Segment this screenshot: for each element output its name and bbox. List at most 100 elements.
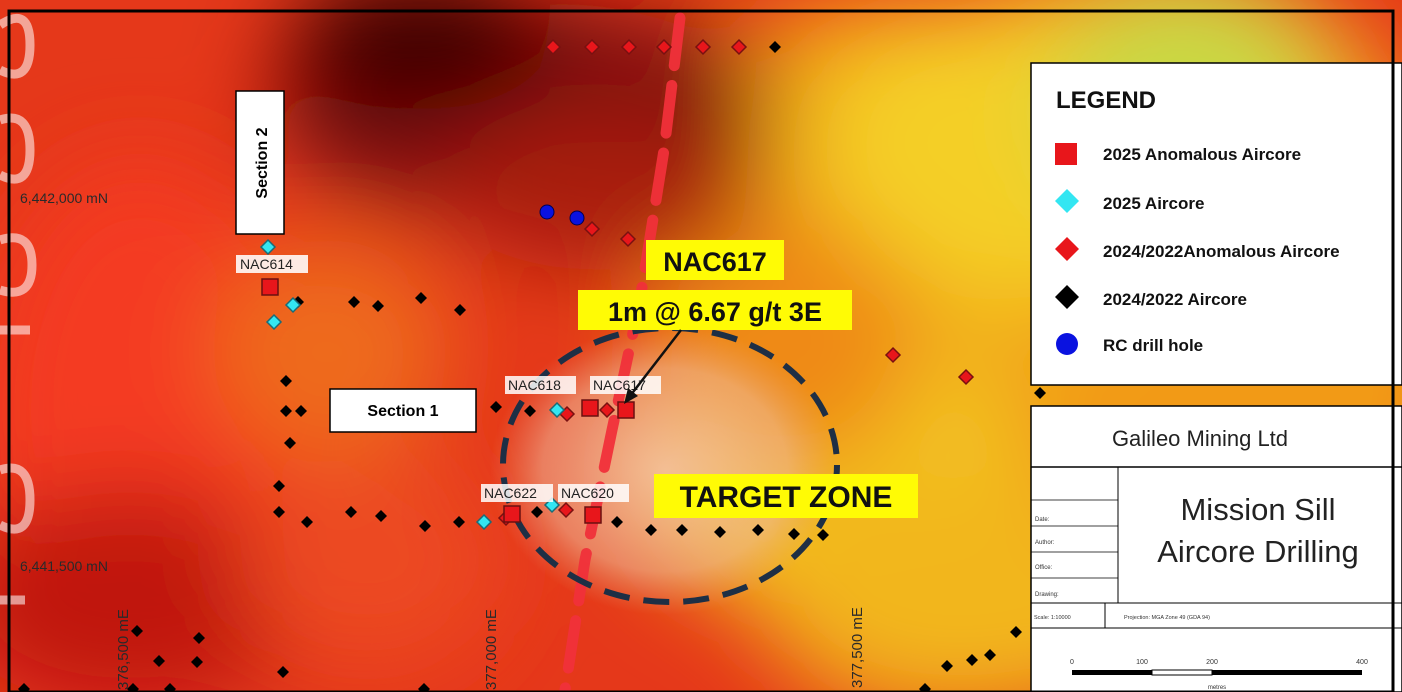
aircore-2024-2022-hole (676, 524, 688, 536)
legend-label: 2025 Anomalous Aircore (1103, 145, 1301, 164)
anomalous-aircore-2024-2022-hole (620, 38, 638, 56)
anomalous-aircore-2024-2022-hole (557, 501, 575, 519)
hole-label-nac620: NAC620 (561, 485, 614, 501)
anomalous-aircore-2024-2022-hole (694, 38, 712, 56)
aircore-2025-hole (284, 296, 302, 314)
aircore-2025-hole (548, 401, 566, 419)
aircore-2024-2022-hole (345, 506, 357, 518)
aircore-2025-hole (259, 238, 277, 256)
hole-label-nac617: NAC617 (593, 377, 646, 393)
aircore-2024-2022-hole (277, 666, 289, 678)
aircore-2024-2022-hole (817, 529, 829, 541)
target-zone-circle (500, 325, 840, 605)
aircore-2024-2022-hole (1010, 626, 1022, 638)
projection-text: Projection: MGA Zone 49 (GDA 94) (1124, 615, 1210, 621)
intercept-callout: NAC617 1m @ 6.67 g/t 3E (578, 240, 852, 404)
map-frame (7, 9, 1395, 692)
easting-label-3: 377,500 mE (849, 607, 866, 688)
northing-label-upper: 6,442,000 mN (20, 190, 108, 206)
callout-result: 1m @ 6.67 g/t 3E (608, 297, 822, 327)
aircore-2024-2022-hole (153, 655, 165, 667)
anomalous-aircore-2024-2022-hole (619, 230, 637, 248)
drill-holes (18, 38, 1046, 692)
scale-text: Scale: 1:10000 (1034, 615, 1071, 621)
legend-label: 2024/2022Anomalous Aircore (1103, 242, 1340, 261)
anomalous-aircore-2025-hole (584, 506, 602, 524)
hole-label-nac622: NAC622 (484, 485, 537, 501)
rc-drill-hole (539, 204, 555, 220)
aircore-2025-hole (265, 313, 283, 331)
anomalous-aircore-2024-2022-hole (957, 368, 975, 386)
legend-item-anomalous-2024-2022: 2024/2022Anomalous Aircore (1055, 237, 1340, 261)
legend-item-anomalous-2025: 2025 Anomalous Aircore (1055, 143, 1301, 165)
aircore-2024-2022-hole (454, 304, 466, 316)
aircore-2025-hole (475, 513, 493, 531)
anomalous-aircore-2024-2022-hole (730, 38, 748, 56)
aircore-2024-2022-hole (273, 480, 285, 492)
target-zone-text: TARGET ZONE (680, 481, 893, 514)
anomalous-aircore-2024-2022-hole (884, 346, 902, 364)
aircore-2024-2022-hole (966, 654, 978, 666)
title-block: Galileo Mining Ltd Date: Author: Office:… (1030, 405, 1402, 692)
anomalous-aircore-2024-2022-hole (583, 38, 601, 56)
aircore-2024-2022-hole (191, 656, 203, 668)
aircore-2024-2022-hole (714, 526, 726, 538)
legend: LEGEND 2025 Anomalous Aircore 2025 Airco… (1030, 62, 1402, 386)
legend-item-aircore-2025: 2025 Aircore (1055, 189, 1204, 213)
anomalous-aircore-2024-2022-hole (583, 220, 601, 238)
aircore-2024-2022-hole (127, 683, 139, 692)
scale-tick-100: 100 (1136, 659, 1148, 666)
aircore-2024-2022-hole (611, 516, 623, 528)
aircore-2024-2022-hole (280, 375, 292, 387)
title-block-field-date: Date: (1035, 517, 1050, 523)
hole-label-nac618: NAC618 (508, 377, 561, 393)
easting-label-2: 377,000 mE (483, 609, 500, 690)
legend-symbol-circle (1056, 333, 1078, 355)
legend-title: LEGEND (1056, 87, 1156, 114)
aircore-2024-2022-hole (348, 296, 360, 308)
aircore-2024-2022-hole (419, 520, 431, 532)
title-block-field-drawing: Drawing: (1035, 592, 1059, 598)
aircore-2024-2022-hole (280, 405, 292, 417)
anomalous-aircore-2025-hole (617, 401, 635, 419)
company-name: Galileo Mining Ltd (1112, 426, 1288, 451)
rc-drill-hole (569, 210, 585, 226)
grid-labels: 6,442,000 mN 6,441,500 mN 376,500 mE 377… (20, 190, 866, 690)
scale-tick-400: 400 (1356, 659, 1368, 666)
title-line-2: Aircore Drilling (1157, 534, 1359, 569)
aircore-2024-2022-hole (284, 437, 296, 449)
aircore-2024-2022-hole (788, 528, 800, 540)
legend-symbol-diamond (1055, 237, 1079, 261)
scale-bar: 0 100 200 400 metres (1070, 659, 1368, 691)
anomalous-aircore-2025-hole (261, 278, 279, 296)
legend-item-aircore-2024-2022: 2024/2022 Aircore (1055, 285, 1247, 309)
aircore-2024-2022-hole (453, 516, 465, 528)
aircore-2024-2022-hole (418, 683, 430, 692)
aircore-2024-2022-hole (524, 405, 536, 417)
section-1-label: Section 1 (329, 388, 477, 433)
aircore-2024-2022-hole (984, 649, 996, 661)
legend-label: RC drill hole (1103, 336, 1203, 355)
anomalous-aircore-2025-hole (503, 505, 521, 523)
aircore-2024-2022-hole (18, 683, 30, 692)
aircore-2024-2022-hole (273, 506, 285, 518)
anomalous-aircore-2024-2022-hole (598, 401, 616, 419)
aircore-2024-2022-hole (1034, 387, 1046, 399)
section-2-text: Section 2 (254, 127, 271, 198)
hole-label-nac614: NAC614 (240, 256, 293, 272)
aircore-2024-2022-hole (752, 524, 764, 536)
aircore-2024-2022-hole (769, 41, 781, 53)
title-block-field-office: Office: (1035, 565, 1053, 571)
section-1-text: Section 1 (367, 403, 438, 420)
legend-symbol-square (1055, 143, 1077, 165)
aircore-2024-2022-hole (301, 516, 313, 528)
aircore-2024-2022-hole (295, 405, 307, 417)
title-block-field-author: Author: (1035, 540, 1055, 546)
title-line-1: Mission Sill (1180, 492, 1335, 527)
aircore-2024-2022-hole (531, 506, 543, 518)
anomalous-aircore-2024-2022-hole (544, 38, 562, 56)
legend-label: 2025 Aircore (1103, 194, 1204, 213)
anomalous-aircore-2024-2022-hole (655, 38, 673, 56)
callout-hole: NAC617 (663, 247, 767, 277)
